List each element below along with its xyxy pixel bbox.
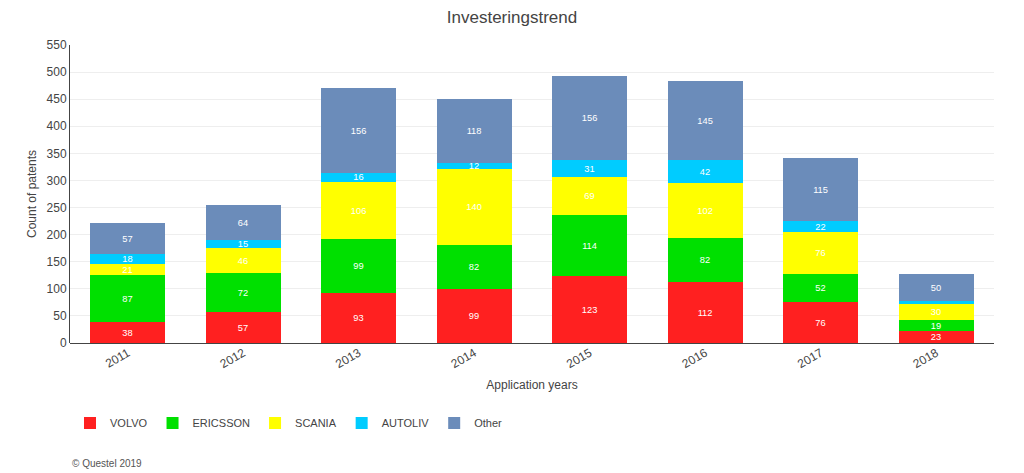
svg-text:76: 76 (815, 318, 825, 328)
svg-text:57: 57 (122, 234, 132, 244)
svg-text:18: 18 (122, 254, 132, 264)
svg-text:145: 145 (697, 116, 713, 126)
svg-text:150: 150 (47, 255, 67, 269)
svg-text:31: 31 (584, 164, 594, 174)
svg-text:2017: 2017 (795, 346, 825, 372)
svg-text:Count of patents: Count of patents (25, 150, 39, 238)
svg-text:0: 0 (60, 336, 67, 350)
svg-text:2018: 2018 (911, 346, 941, 372)
svg-text:100: 100 (47, 282, 67, 296)
svg-text:46: 46 (238, 256, 248, 266)
svg-text:19: 19 (931, 321, 941, 331)
svg-text:© Questel 2019: © Questel 2019 (72, 458, 142, 469)
svg-text:93: 93 (353, 313, 363, 323)
svg-text:69: 69 (584, 191, 594, 201)
svg-text:2013: 2013 (333, 346, 363, 372)
svg-text:Investeringstrend: Investeringstrend (447, 8, 577, 27)
svg-text:38: 38 (122, 328, 132, 338)
svg-text:156: 156 (351, 126, 367, 136)
svg-text:87: 87 (122, 294, 132, 304)
svg-text:102: 102 (697, 206, 713, 216)
svg-text:450: 450 (47, 92, 67, 106)
svg-text:99: 99 (469, 311, 479, 321)
svg-text:500: 500 (47, 65, 67, 79)
svg-text:250: 250 (47, 201, 67, 215)
svg-text:72: 72 (238, 288, 248, 298)
svg-text:350: 350 (47, 147, 67, 161)
svg-text:ERICSSON: ERICSSON (193, 417, 251, 429)
svg-text:550: 550 (47, 38, 67, 52)
svg-text:99: 99 (353, 261, 363, 271)
svg-text:42: 42 (700, 167, 710, 177)
svg-text:400: 400 (47, 119, 67, 133)
svg-text:200: 200 (47, 228, 67, 242)
svg-text:2012: 2012 (218, 346, 248, 372)
svg-text:114: 114 (582, 241, 597, 251)
svg-text:82: 82 (700, 255, 710, 265)
svg-text:21: 21 (122, 265, 132, 275)
svg-text:115: 115 (813, 185, 828, 195)
svg-text:SCANIA: SCANIA (295, 417, 337, 429)
svg-text:50: 50 (931, 283, 941, 293)
svg-text:57: 57 (238, 323, 248, 333)
svg-text:123: 123 (582, 305, 598, 315)
svg-text:16: 16 (353, 172, 363, 182)
svg-text:76: 76 (815, 248, 825, 258)
svg-text:22: 22 (815, 222, 825, 232)
svg-text:64: 64 (238, 218, 248, 228)
svg-text:300: 300 (47, 174, 67, 188)
svg-text:2011: 2011 (103, 346, 133, 371)
svg-text:82: 82 (469, 262, 479, 272)
svg-text:15: 15 (238, 239, 248, 249)
svg-text:AUTOLIV: AUTOLIV (382, 417, 430, 429)
svg-text:106: 106 (351, 206, 367, 216)
svg-text:VOLVO: VOLVO (110, 417, 148, 429)
svg-text:23: 23 (931, 332, 941, 342)
svg-text:112: 112 (698, 308, 713, 318)
svg-text:2014: 2014 (449, 346, 479, 372)
svg-text:2016: 2016 (680, 346, 710, 372)
svg-text:118: 118 (467, 126, 482, 136)
svg-text:156: 156 (582, 113, 598, 123)
svg-text:Application years: Application years (486, 378, 577, 392)
svg-text:52: 52 (815, 283, 825, 293)
svg-text:2015: 2015 (564, 346, 594, 372)
svg-text:12: 12 (469, 161, 479, 171)
svg-text:30: 30 (931, 307, 941, 317)
svg-text:140: 140 (466, 202, 482, 212)
svg-text:Other: Other (474, 417, 502, 429)
svg-text:50: 50 (53, 309, 67, 323)
